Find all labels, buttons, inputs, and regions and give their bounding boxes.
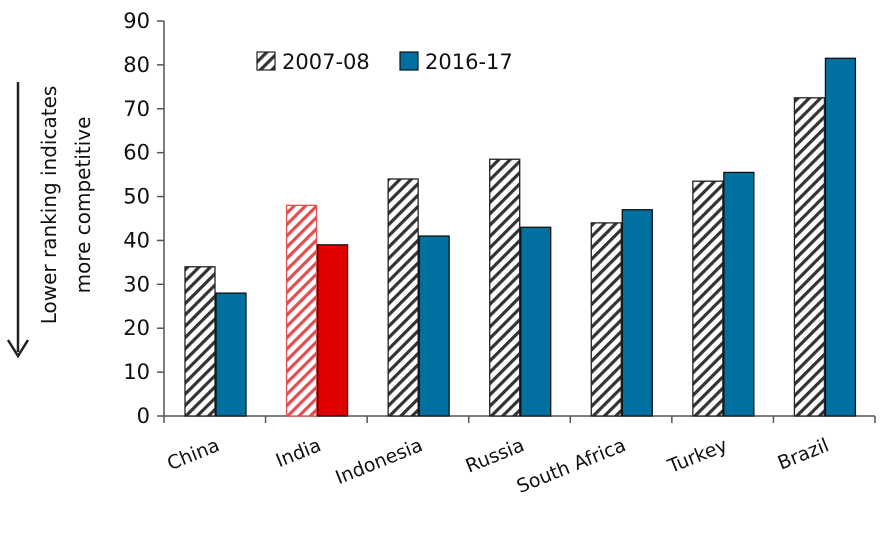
bar-2007-08-brazil [793, 97, 826, 417]
bar-2016-17-china [215, 292, 247, 417]
category-label: China [164, 434, 223, 475]
bar-2007-08-south-africa [590, 222, 622, 417]
y-tick-label: 70 [123, 97, 150, 121]
bar-2007-08-russia [489, 158, 521, 417]
down-arrow-head-icon [6, 339, 30, 359]
bar-2016-17-turkey [723, 171, 755, 417]
category-label: Brazil [775, 434, 832, 474]
category-label: Indonesia [332, 434, 425, 489]
y-axis-ticks: 0 10 20 30 40 50 60 70 80 90 [123, 9, 164, 428]
y-tick-label: 80 [123, 53, 150, 77]
legend-swatch-2007-08 [256, 51, 276, 71]
bars [184, 57, 857, 417]
bar-2016-17-russia [520, 226, 552, 417]
y-tick-label: 0 [137, 404, 150, 428]
y-axis-label-line-2: more competitive [71, 117, 95, 294]
x-axis-ticks [163, 416, 876, 423]
legend-label-2007-08: 2007-08 [282, 50, 370, 74]
legend: 2007-08 2016-17 [256, 50, 513, 74]
bar-2007-08-china [184, 266, 216, 417]
y-tick-label: 10 [123, 360, 150, 384]
bar-2007-08-indonesia [387, 178, 419, 417]
category-label: Russia [462, 434, 527, 477]
legend-label-2016-17: 2016-17 [425, 50, 513, 74]
legend-swatch-2016-17 [399, 51, 419, 71]
y-tick-label: 40 [123, 228, 150, 252]
category-label: India [273, 434, 324, 472]
y-tick-label: 20 [123, 316, 150, 340]
y-axis-label-line-1: Lower ranking indicates [37, 86, 61, 325]
y-tick-label: 50 [123, 185, 150, 209]
y-tick-label: 30 [123, 272, 150, 296]
bar-2016-17-india [316, 244, 349, 417]
y-tick-label: 60 [123, 141, 150, 165]
bar-2007-08-turkey [692, 180, 724, 417]
bar-2016-17-indonesia [418, 235, 450, 417]
category-label: South Africa [514, 434, 629, 498]
bar-2016-17-brazil [824, 57, 857, 417]
y-axis-label: Lower ranking indicates more competitive [6, 82, 95, 359]
y-tick-label: 90 [123, 9, 150, 33]
bar-2007-08-india [285, 204, 318, 417]
category-label: Turkey [664, 434, 731, 478]
bar-2016-17-south-africa [621, 209, 653, 417]
